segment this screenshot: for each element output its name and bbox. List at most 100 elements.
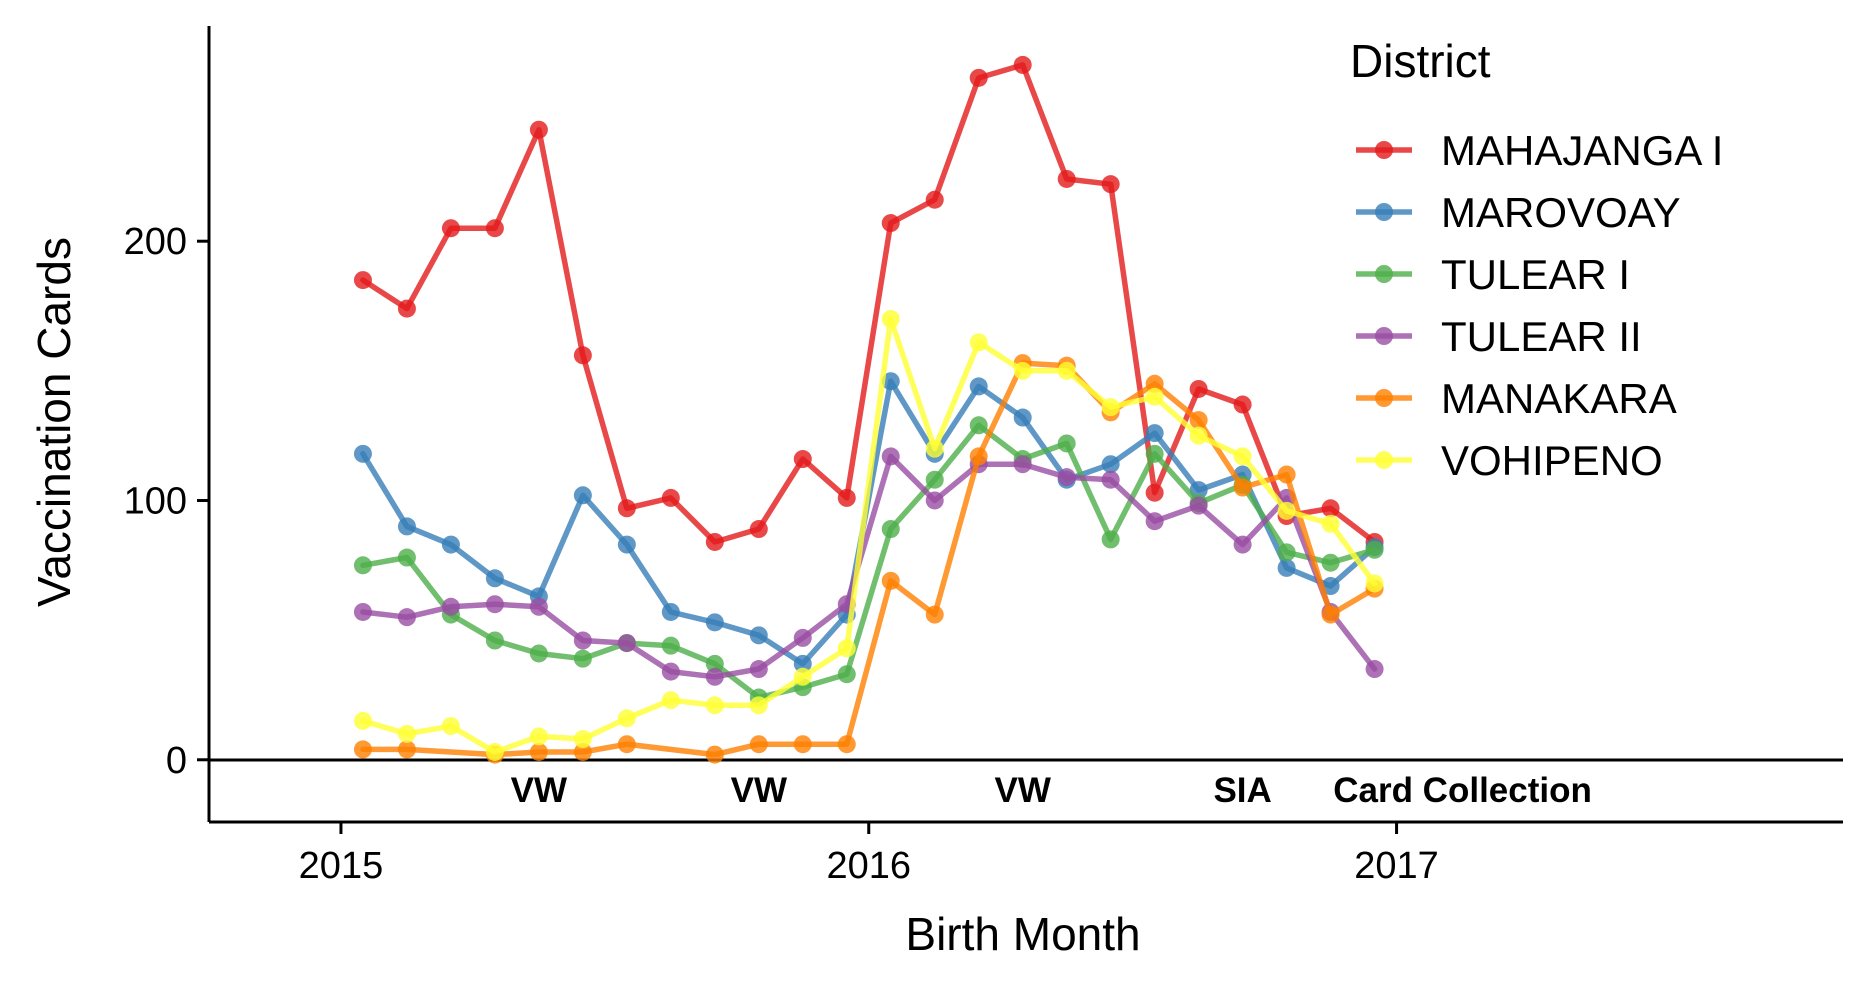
data-point [573,346,592,365]
y-axis-title: Vaccination Cards [28,237,80,607]
data-point [485,742,504,761]
event-label: SIA [1213,771,1271,810]
x-tick-label: 2016 [826,845,911,887]
data-point [1145,483,1164,502]
data-point [1365,574,1384,593]
data-point [1145,444,1164,463]
data-point [749,696,768,715]
data-point [1233,478,1252,497]
x-tick-label: 2017 [1354,845,1439,887]
data-point [1277,543,1296,562]
data-point [441,219,460,238]
legend-label: TULEAR II [1441,313,1642,360]
data-point [1013,361,1032,380]
event-annotations: VW VW VW SIA Card Collection [511,771,1592,810]
data-point [441,597,460,616]
data-point [1189,496,1208,515]
data-point [1013,55,1032,74]
data-point [969,68,988,87]
data-point [353,602,372,621]
data-point [1321,553,1340,572]
legend-swatch-point [1375,203,1393,221]
data-point [529,727,548,746]
data-point [1013,455,1032,474]
data-point [1233,447,1252,466]
legend-label: MANAKARA [1441,375,1677,422]
series-mahajanga-i [353,55,1384,551]
data-point [617,709,636,728]
data-point [881,520,900,539]
data-point [1189,411,1208,430]
data-point [397,517,416,536]
data-point [1233,535,1252,554]
legend-label: MAROVOAY [1441,189,1681,236]
data-point [1101,455,1120,474]
data-point [353,444,372,463]
data-point [705,667,724,686]
data-point [1145,387,1164,406]
data-point [1101,530,1120,549]
legend-swatch-point [1375,389,1393,407]
data-point [1321,605,1340,624]
data-point [485,219,504,238]
x-ticks: 2015 2016 2017 [299,822,1439,887]
data-point [1057,468,1076,487]
data-point [661,662,680,681]
data-point [661,488,680,507]
data-point [1277,501,1296,520]
data-point [705,696,724,715]
data-point [573,486,592,505]
data-point [1101,398,1120,417]
data-point [705,613,724,632]
data-point [529,644,548,663]
legend-swatch-point [1375,141,1393,159]
data-point [353,740,372,759]
data-point [1145,424,1164,443]
data-point [485,595,504,614]
legend-swatch-point [1375,451,1393,469]
data-point [837,735,856,754]
data-point [837,639,856,658]
data-point [661,691,680,710]
data-point [925,439,944,458]
data-point [529,120,548,139]
data-point [793,735,812,754]
data-point [397,548,416,567]
legend-title: District [1350,35,1491,87]
legend-label: MAHAJANGA I [1441,127,1723,174]
data-point [837,488,856,507]
data-point [705,654,724,673]
event-label: VW [511,771,567,810]
data-point [573,631,592,650]
data-point [353,711,372,730]
legend-item: MANAKARA [1356,375,1677,422]
data-point [793,667,812,686]
data-point [661,602,680,621]
data-point [749,520,768,539]
series-tulear-ii [353,447,1384,686]
data-point [749,660,768,679]
legend-item: MAHAJANGA I [1356,127,1723,174]
legend-label: VOHIPENO [1441,437,1663,484]
data-point [837,665,856,684]
data-point [1189,426,1208,445]
y-tick-label: 200 [124,221,187,263]
data-point [529,742,548,761]
data-point [1321,499,1340,518]
data-point [397,608,416,627]
legend-item: TULEAR I [1356,251,1630,298]
series-manakara [353,354,1384,764]
x-tick-label: 2015 [299,845,384,887]
data-point [1101,175,1120,194]
data-point [749,735,768,754]
data-point [925,470,944,489]
legend-swatch-point [1375,265,1393,283]
event-label: VW [731,771,787,810]
data-point [925,190,944,209]
data-point [969,377,988,396]
legend-label: TULEAR I [1441,251,1630,298]
data-point [573,649,592,668]
data-point [749,626,768,645]
data-point [793,450,812,469]
y-ticks: 0 100 200 [124,221,209,782]
